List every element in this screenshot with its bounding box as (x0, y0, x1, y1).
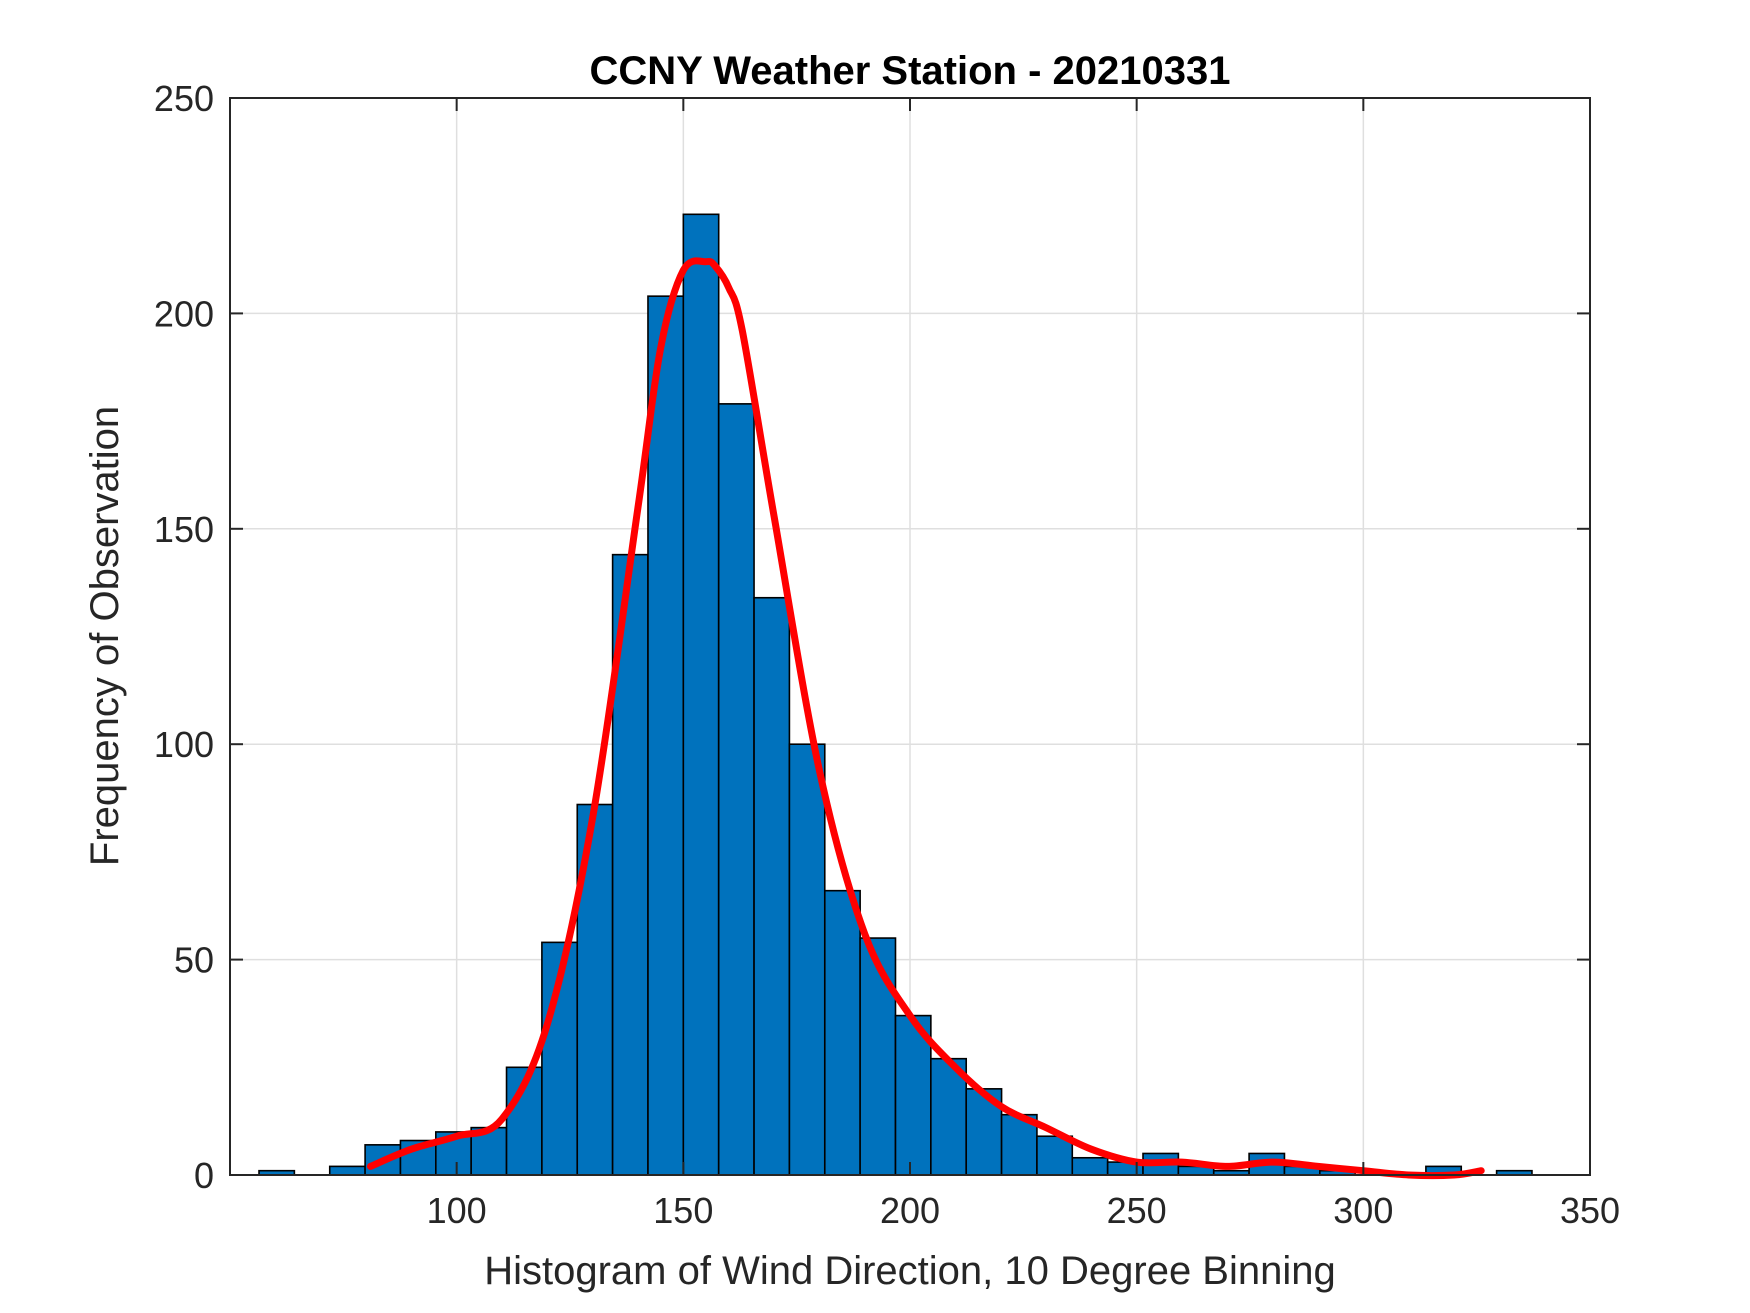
x-tick-labels: 100 150 200 250 300 350 (427, 1190, 1620, 1231)
x-tick-label: 250 (1107, 1190, 1167, 1231)
fit-curve-line (367, 257, 1485, 1180)
axis-ticks (230, 97, 1591, 1176)
x-tick-label: 300 (1333, 1190, 1393, 1231)
y-tick-label: 0 (194, 1155, 214, 1196)
histogram-bar (1071, 1156, 1109, 1176)
histogram-bar (1036, 1135, 1074, 1176)
y-tick-label: 200 (154, 293, 214, 334)
histogram-bar (717, 403, 755, 1176)
x-tick-label: 200 (880, 1190, 940, 1231)
y-tick-label: 50 (174, 940, 214, 981)
y-tick-label: 250 (154, 78, 214, 119)
y-axis-label: Frequency of Observation (83, 406, 127, 866)
y-tick-labels: 0 50 100 150 200 250 (154, 78, 214, 1196)
x-tick-label: 100 (427, 1190, 487, 1231)
histogram-bar (682, 213, 720, 1176)
histogram-bar (328, 1165, 366, 1176)
x-tick-label: 350 (1560, 1190, 1620, 1231)
y-tick-label: 100 (154, 724, 214, 765)
x-axis-label: Histogram of Wind Direction, 10 Degree B… (484, 1249, 1336, 1293)
histogram-bar (823, 889, 861, 1176)
histogram-bar (859, 937, 897, 1176)
grid-lines (230, 98, 1590, 1175)
histogram-bar (753, 596, 791, 1176)
histogram-bar (788, 743, 826, 1176)
histogram-bar (647, 295, 685, 1176)
x-tick-label: 150 (653, 1190, 713, 1231)
chart-title: CCNY Weather Station - 20210331 (590, 49, 1231, 93)
y-tick-label: 150 (154, 509, 214, 550)
